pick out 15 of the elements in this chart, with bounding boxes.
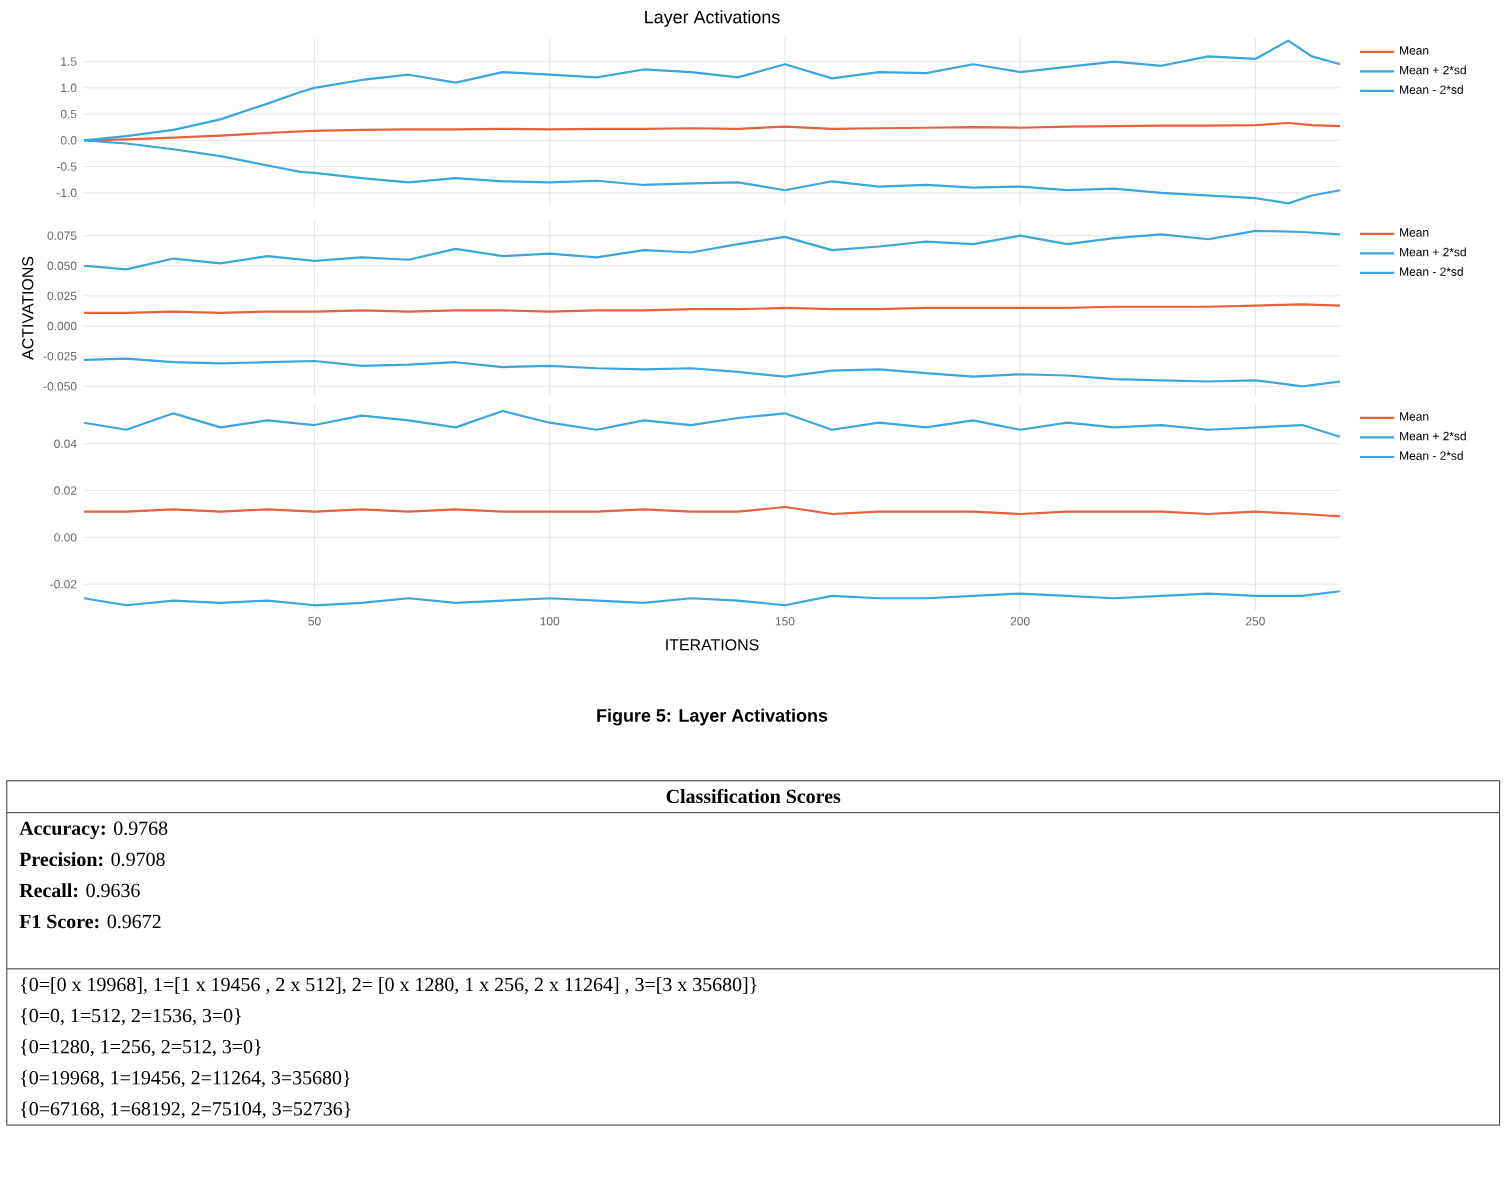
- text: Classification Scores: [666, 788, 841, 804]
- caption: Figure 5: Layer Activations: [597, 708, 828, 726]
- text: Precision: 0.9708: [19, 852, 165, 867]
- text: {0=19968, 1=19456, 2=11264, 3=35680}: [21, 1070, 350, 1088]
- text: {0=1280, 1=256, 2=512, 3=0}: [21, 1039, 261, 1057]
- text: {0=[0 x 19968], 1=[1 x 19456 , 2 x 512], 2= [0 x 1280, 1 x 256, 2 x 11264] , 3=[3 x 35680]}: [21, 977, 757, 995]
- text: Accuracy: 0.9768: [19, 821, 168, 840]
- line-series: [82, 229, 1342, 271]
- line-series: [82, 590, 1342, 607]
- line-series: [82, 357, 1342, 388]
- chart-title: Layer Activations: [645, 10, 780, 27]
- text: {0=0, 1=512, 2=1536, 3=0}: [21, 1008, 241, 1026]
- text: {0=67168, 1=68192, 2=75104, 3=52736}: [21, 1101, 351, 1119]
- text: F1 Score: 0.9672: [19, 914, 161, 929]
- text: Recall: 0.9636: [19, 883, 140, 898]
